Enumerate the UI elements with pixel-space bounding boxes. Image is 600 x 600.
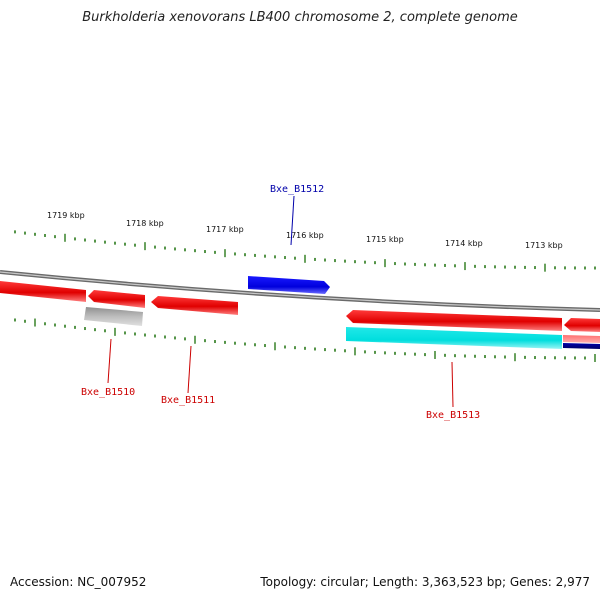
gene-feature-bxe-b1512[interactable] [248,276,330,294]
label-connector [451,361,454,408]
gene-label-bxe-b1513[interactable]: Bxe_B1513 [426,410,480,421]
gene-feature-bxe-b1513[interactable] [346,310,562,331]
tick-label: 1716 kbp [286,231,324,240]
tick-label: 1713 kbp [525,241,563,250]
page-title: Burkholderia xenovorans LB400 chromosome… [82,10,518,25]
tick-label: 1717 kbp [206,225,244,234]
label-connector [187,345,192,394]
tick-label: 1719 kbp [47,211,85,220]
gene-feature[interactable] [0,281,86,302]
upper-tick-track [14,230,596,272]
lower-tick-track [14,318,596,362]
gene-label-bxe-b1512[interactable]: Bxe_B1512 [270,184,324,195]
label-connector [107,338,112,384]
gene-label-bxe-b1511[interactable]: Bxe_B1511 [161,395,215,406]
gene-feature-bxe-b1511[interactable] [151,296,238,315]
gene-feature-navy[interactable] [563,343,600,349]
gene-feature-pink[interactable] [563,335,600,343]
gene-feature[interactable] [564,318,600,332]
tick-label: 1714 kbp [445,239,483,248]
gene-label-bxe-b1510[interactable]: Bxe_B1510 [81,387,135,398]
label-connector [290,195,295,246]
gene-feature-gray[interactable] [84,307,143,326]
accession-label: Accession: NC_007952 [10,575,147,589]
tick-label: 1715 kbp [366,235,404,244]
gene-feature-cyan[interactable] [346,327,562,349]
tick-label: 1718 kbp [126,219,164,228]
genome-summary: Topology: circular; Length: 3,363,523 bp… [260,575,590,589]
backbone-highlight [0,271,600,311]
gene-feature-bxe-b1510[interactable] [88,290,145,308]
